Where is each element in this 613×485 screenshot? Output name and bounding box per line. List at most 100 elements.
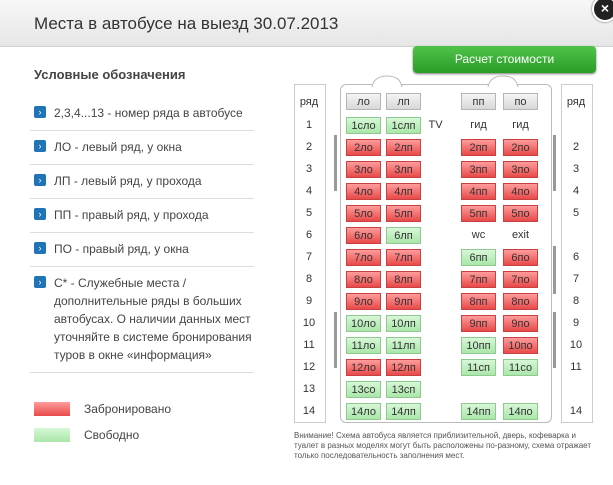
column-header-lo: ло [346,93,381,110]
door-marker [553,312,556,368]
row-number-right: 2 [572,141,580,153]
seat-pp: 4пп [461,183,496,200]
calculate-cost-button[interactable]: Расчет стоимости [413,46,596,73]
close-icon[interactable]: × [592,0,613,22]
legend-item: › ПП - правый ряд, у прохода [30,199,254,233]
column-header-po: по [503,93,538,110]
seat-po: 2по [503,139,538,156]
arrow-bullet-icon: › [34,242,46,254]
row-number-left: 11 [303,339,315,351]
seat-lp[interactable]: 10лп [386,315,421,332]
seat-lp: 3лп [386,161,421,178]
seat-pp: 7пп [461,271,496,288]
legend-item: › С* - Служебные места / дополнительные р… [30,267,254,373]
legend-title: Условные обозначения [34,67,186,82]
seat-pp: 3пп [461,161,496,178]
column-header-pp: пп [461,93,496,110]
seat-pp: 5пп [461,205,496,222]
seat-lo[interactable]: 10ло [346,315,381,332]
seat-lp[interactable]: 11лп [386,337,421,354]
seat-po: 10по [503,337,538,354]
free-label: Свободно [84,428,140,442]
legend-item: › 2,3,4...13 - номер ряда в автобусе [30,97,254,131]
arrow-bullet-icon: › [34,276,46,288]
row-number-left: 7 [305,251,313,263]
seat-lo[interactable]: 14ло [346,403,381,420]
row-number-right: 5 [572,207,580,219]
seat-lo: 2ло [346,139,381,156]
row-number-left: 1 [305,119,313,131]
seat-lp[interactable]: 13сп [386,381,421,398]
seat-lo[interactable]: 1сло [346,117,381,134]
seat-pp[interactable]: 11сп [461,359,496,376]
seat-pp: 2пп [461,139,496,156]
door-marker [334,312,337,368]
seat-pp[interactable]: 6пп [461,249,496,266]
seat-po: 5по [503,205,538,222]
row-number-right: 7 [572,273,580,285]
seat-lp[interactable]: 14лп [386,403,421,420]
free-swatch [34,428,70,442]
left-row-column [294,84,326,423]
seat-po[interactable]: 14по [503,403,538,420]
seat-pp[interactable]: 14пп [461,403,496,420]
seat-po: 9по [503,315,538,332]
bus-front-bumps [371,75,519,88]
seat-lp: 12лп [386,359,421,376]
arrow-bullet-icon: › [34,174,46,186]
dialog-title: Места в автобусе на выезд 30.07.2013 [34,14,339,33]
row-number-left: 9 [305,295,313,307]
row-number-left: 8 [305,273,313,285]
seat-lp: 7лп [386,249,421,266]
legend-item: › ЛП - левый ряд, у прохода [30,165,254,199]
seat-lo: 7ло [346,249,381,266]
seat-po: 6по [503,249,538,266]
seat-lo[interactable]: 11ло [346,337,381,354]
seat-lo: 5ло [346,205,381,222]
seat-lp: 4лп [386,183,421,200]
row-number-right: 10 [569,339,583,351]
row-number-left: 14 [302,405,316,417]
row-number-left: 2 [305,141,313,153]
seat-map-label: exit [511,229,530,241]
legend-item: › ЛО - левый ряд, у окна [30,131,254,165]
seat-po: 4по [503,183,538,200]
row-header-left: ряд [299,96,319,108]
row-number-left: 3 [305,163,313,175]
arrow-bullet-icon: › [34,106,46,118]
legend-list: › 2,3,4...13 - номер ряда в автобусе › ЛО … [30,97,254,373]
seat-lo: 4ло [346,183,381,200]
seat-pp[interactable]: 10пп [461,337,496,354]
seat-po: 8по [503,293,538,310]
right-row-column [561,84,593,423]
door-marker [334,135,337,191]
legend-item: › ПО - правый ряд, у окна [30,233,254,267]
seat-lo: 3ло [346,161,381,178]
seat-pp: 8пп [461,293,496,310]
row-number-right: 8 [572,295,580,307]
seat-po[interactable]: 11со [503,359,538,376]
booked-label: Забронировано [84,402,172,416]
seat-lo: 8ло [346,271,381,288]
seat-pp: 9пп [461,315,496,332]
tv-label: TV [428,119,443,131]
seat-lp[interactable]: 6лп [386,227,421,244]
row-number-left: 12 [302,361,316,373]
row-number-right: 9 [572,317,580,329]
column-header-lp: лп [386,93,421,110]
row-number-left: 4 [305,185,313,197]
row-number-right: 14 [569,405,583,417]
seat-lo[interactable]: 13со [346,381,381,398]
seat-map-label: гид [512,119,529,131]
seat-lp[interactable]: 1слп [386,117,421,134]
row-number-right: 4 [572,185,580,197]
door-marker [553,135,556,191]
seat-lo: 9ло [346,293,381,310]
row-number-left: 13 [302,383,316,395]
row-number-right: 6 [572,251,580,263]
arrow-bullet-icon: › [34,140,46,152]
row-number-left: 5 [305,207,313,219]
dialog-header: Места в автобусе на выезд 30.07.2013 [0,0,613,47]
seat-po: 3по [503,161,538,178]
seat-lp: 8лп [386,271,421,288]
